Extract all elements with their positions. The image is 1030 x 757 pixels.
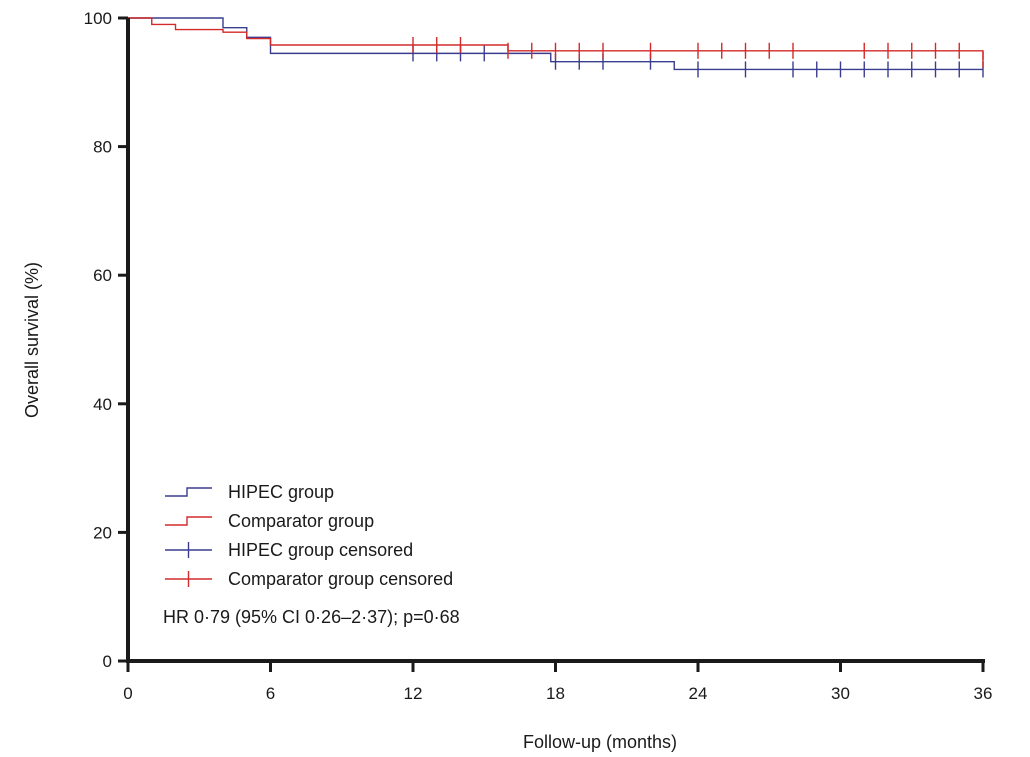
legend-label: HIPEC group (228, 482, 334, 502)
y-tick-label: 100 (84, 9, 112, 28)
legend-item-hipec-censored: HIPEC group censored (165, 540, 413, 560)
legend-label: Comparator group censored (228, 569, 453, 589)
x-tick-label: 24 (689, 684, 708, 703)
y-tick-label: 20 (93, 523, 112, 542)
y-axis-label: Overall survival (%) (22, 262, 42, 418)
y-tick-label: 0 (103, 652, 112, 671)
x-tick-label: 36 (974, 684, 993, 703)
y-tick-label: 60 (93, 266, 112, 285)
x-tick-label: 18 (546, 684, 565, 703)
legend-label: Comparator group (228, 511, 374, 531)
legend-item-comparator: Comparator group (165, 511, 374, 531)
legend-swatch (165, 516, 212, 526)
x-tick-label: 30 (831, 684, 850, 703)
x-tick-label: 12 (404, 684, 423, 703)
legend: HIPEC group Comparator group HIPEC group c… (165, 482, 453, 589)
legend-item-hipec: HIPEC group (165, 482, 334, 502)
y-tick-label: 80 (93, 138, 112, 157)
x-tick-label: 0 (123, 684, 132, 703)
plot-area: 0 20 40 60 80 100 0 6 12 18 24 30 36 (84, 9, 993, 703)
series-layer (128, 17, 984, 78)
y-tick-label: 40 (93, 395, 112, 414)
x-axis-label: Follow-up (months) (523, 732, 677, 752)
hazard-ratio-annotation: HR 0·79 (95% CI 0·26–2·37); p=0·68 (163, 607, 460, 627)
legend-swatch (165, 487, 212, 497)
x-tick-label: 6 (266, 684, 275, 703)
legend-item-comparator-censored: Comparator group censored (165, 569, 453, 589)
legend-label: HIPEC group censored (228, 540, 413, 560)
axes-layer: 0 20 40 60 80 100 0 6 12 18 24 30 36 (84, 9, 993, 703)
